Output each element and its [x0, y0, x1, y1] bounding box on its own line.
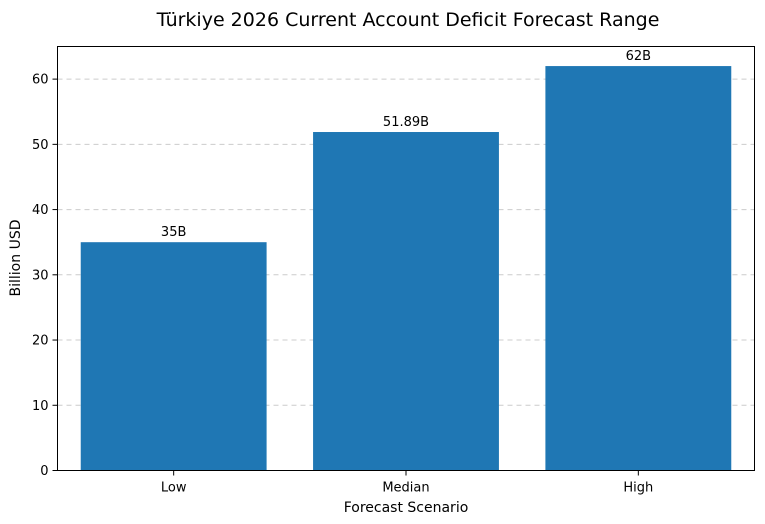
y-tick-label: 30 [32, 268, 49, 283]
y-tick-label: 0 [40, 464, 48, 479]
bar-layer [80, 66, 732, 471]
y-tick-label: 20 [32, 334, 49, 349]
y-tick-label: 10 [32, 399, 49, 414]
x-axis: Low Median High [161, 470, 653, 496]
y-tick-label: 60 [32, 73, 49, 88]
bar-low [80, 242, 267, 471]
y-tick-label: 40 [32, 203, 49, 218]
x-tick-label: Low [161, 481, 187, 496]
data-label: 35B [161, 225, 186, 240]
chart-title: Türkiye 2026 Current Account Deficit For… [156, 9, 660, 31]
data-label: 51.89B [383, 115, 429, 130]
y-axis: 0 10 20 30 40 50 60 [32, 73, 58, 479]
x-axis-label: Forecast Scenario [344, 500, 469, 516]
x-tick-label: High [623, 481, 653, 496]
y-tick-label: 50 [32, 138, 49, 153]
bar-median [313, 132, 499, 471]
data-labels: 35B 51.89B 62B [161, 49, 651, 240]
y-axis-label: Billion USD [8, 220, 24, 297]
data-label: 62B [626, 49, 651, 64]
bar-high [545, 66, 732, 471]
x-tick-label: Median [382, 481, 429, 496]
